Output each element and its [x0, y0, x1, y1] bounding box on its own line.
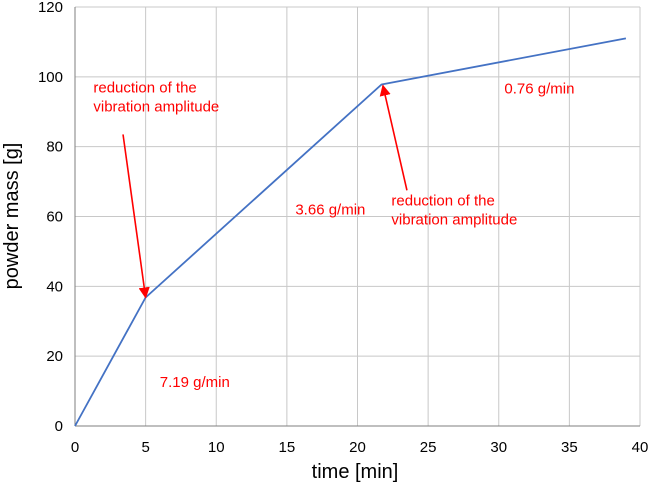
axes: 0 5 10 15 20 25 30 35 40 0 20 40 60 80 100 120 — [38, 0, 648, 456]
annotation-line: reduction of the — [391, 192, 494, 209]
annotation-arrow — [379, 84, 408, 191]
x-tick-label: 35 — [561, 439, 578, 456]
y-tick-label: 80 — [46, 139, 63, 156]
annotation-arrow — [122, 134, 150, 299]
y-tick-label: 0 — [55, 418, 63, 435]
y-axis-title: powder mass [g] — [1, 143, 23, 290]
y-tick-label: 100 — [38, 69, 63, 86]
gridlines — [75, 6, 641, 426]
x-tick-label: 40 — [632, 439, 649, 456]
annotation-text: reduction of the vibration amplitude — [93, 80, 219, 116]
rate-label: 3.66 g/min — [295, 201, 365, 218]
x-tick-label: 30 — [490, 439, 507, 456]
y-tick-label: 60 — [46, 209, 63, 226]
annotation-line: vibration amplitude — [93, 99, 219, 116]
series-layer — [74, 37, 627, 427]
rate-label: 0.76 g/min — [504, 81, 574, 98]
x-tick-label: 0 — [71, 439, 79, 456]
annotation-line: reduction of the — [93, 80, 196, 97]
annotation-line: vibration amplitude — [391, 211, 517, 228]
x-tick-label: 5 — [141, 439, 149, 456]
annotations: reduction of the vibration amplitudereduc… — [93, 80, 574, 391]
y-tick-label: 20 — [46, 348, 63, 365]
x-tick-label: 10 — [208, 439, 225, 456]
x-axis-title: time [min] — [312, 461, 399, 483]
rate-label: 7.19 g/min — [160, 374, 230, 391]
x-tick-label: 20 — [349, 439, 366, 456]
series-line — [74, 37, 627, 427]
x-tick-label: 25 — [420, 439, 437, 456]
x-tick-label: 15 — [279, 439, 296, 456]
y-tick-label: 40 — [46, 278, 63, 295]
annotation-text: reduction of the vibration amplitude — [391, 192, 517, 228]
y-tick-label: 120 — [38, 0, 63, 16]
